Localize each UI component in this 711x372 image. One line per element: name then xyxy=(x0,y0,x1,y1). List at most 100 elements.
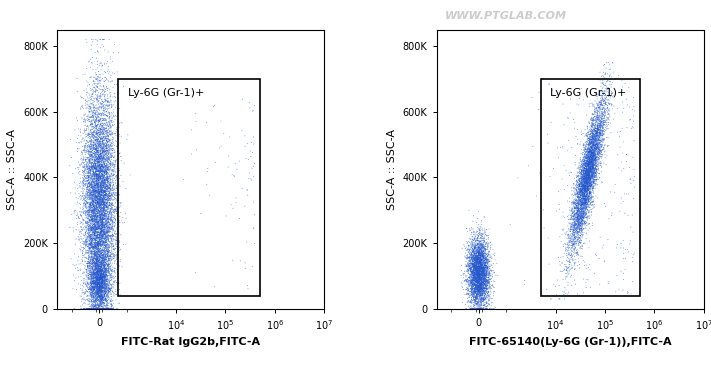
Point xyxy=(473,259,484,265)
Point xyxy=(100,232,112,238)
Point xyxy=(587,170,599,176)
Point xyxy=(473,274,484,280)
Point xyxy=(472,256,483,262)
Point xyxy=(477,291,488,296)
Point xyxy=(471,259,482,265)
Point xyxy=(100,200,112,206)
Point xyxy=(86,91,97,97)
Point xyxy=(476,285,488,291)
Point xyxy=(582,182,593,187)
Point xyxy=(91,166,102,171)
Point xyxy=(574,228,585,234)
Point xyxy=(473,246,484,252)
Point xyxy=(481,292,493,298)
Point xyxy=(93,272,105,278)
Point xyxy=(98,160,109,166)
Point xyxy=(242,186,253,192)
Point xyxy=(479,282,491,288)
Point xyxy=(594,101,606,107)
Point xyxy=(101,142,112,148)
Point xyxy=(97,210,108,216)
Point xyxy=(82,210,94,216)
Point xyxy=(590,142,602,148)
Point xyxy=(100,268,111,274)
Point xyxy=(471,286,483,292)
Point xyxy=(97,259,109,265)
Point xyxy=(86,241,97,247)
Point xyxy=(95,284,107,290)
Point xyxy=(107,206,119,212)
Point xyxy=(92,267,103,273)
Point xyxy=(88,162,100,168)
Point xyxy=(87,241,98,247)
Point xyxy=(98,112,109,118)
Point xyxy=(81,161,92,167)
Point xyxy=(468,261,479,267)
Point xyxy=(95,176,106,182)
Point xyxy=(583,156,594,162)
Point xyxy=(582,171,594,177)
Point xyxy=(99,294,110,299)
Point xyxy=(590,144,602,150)
Point xyxy=(582,203,593,209)
Point xyxy=(89,209,100,215)
Point xyxy=(577,258,589,264)
Point xyxy=(560,287,572,293)
Point xyxy=(481,265,492,271)
Point xyxy=(570,214,582,220)
Point xyxy=(585,140,597,146)
Point xyxy=(92,271,103,277)
Point xyxy=(466,270,478,276)
Point xyxy=(481,268,493,274)
Point xyxy=(102,161,113,167)
Point xyxy=(87,214,99,220)
Point xyxy=(589,178,600,184)
Point xyxy=(485,268,496,274)
Point xyxy=(584,190,596,196)
Point xyxy=(92,184,103,190)
Point xyxy=(101,124,112,130)
Point xyxy=(478,276,489,282)
Point xyxy=(579,171,590,177)
Point xyxy=(564,238,575,244)
Point xyxy=(572,197,584,203)
Point xyxy=(100,154,112,160)
Point xyxy=(91,296,102,302)
Point xyxy=(80,150,92,156)
Point xyxy=(99,286,110,292)
Point xyxy=(589,165,601,171)
Point xyxy=(582,163,594,169)
Point xyxy=(92,232,103,238)
Point xyxy=(87,130,98,136)
Point xyxy=(99,292,110,298)
Point xyxy=(591,144,602,150)
Point xyxy=(469,277,480,283)
Point xyxy=(93,271,105,277)
Point xyxy=(597,147,608,153)
Point xyxy=(95,237,107,243)
Point xyxy=(95,200,107,206)
Point xyxy=(602,106,613,112)
Point xyxy=(82,222,93,228)
Point xyxy=(570,185,582,191)
Point xyxy=(103,258,114,264)
Point xyxy=(84,262,95,268)
Point xyxy=(91,148,102,154)
Point xyxy=(95,229,106,235)
Point xyxy=(99,172,110,178)
Point xyxy=(100,243,111,249)
Point xyxy=(98,223,109,229)
Point xyxy=(572,203,584,209)
Point xyxy=(81,124,92,129)
Point xyxy=(467,246,479,251)
Point xyxy=(471,259,482,265)
Point xyxy=(93,153,105,159)
Point xyxy=(89,232,100,238)
Point xyxy=(466,269,477,275)
Point xyxy=(467,289,479,295)
Point xyxy=(106,217,117,222)
Point xyxy=(90,119,102,125)
Point xyxy=(582,177,593,183)
Point xyxy=(572,177,584,183)
Point xyxy=(87,166,98,172)
